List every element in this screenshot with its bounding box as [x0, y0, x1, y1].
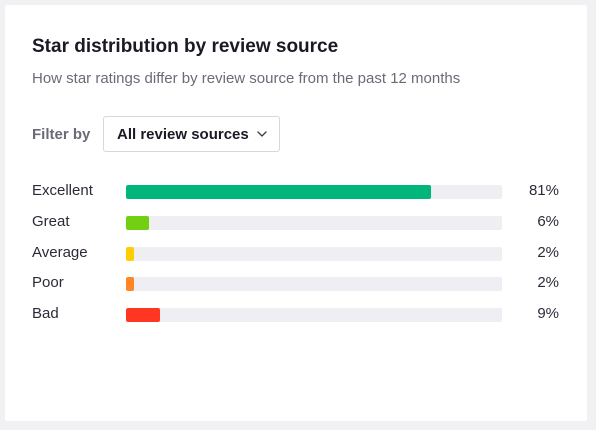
rating-bar-track — [126, 247, 502, 261]
card-title: Star distribution by review source — [32, 36, 339, 57]
rating-bar-fill — [126, 216, 149, 230]
filter-label: Filter by — [32, 126, 91, 143]
rating-row-bad: Bad 9% — [5, 304, 587, 324]
dropdown-selected-value: All review sources — [117, 126, 249, 143]
rating-label: Great — [32, 213, 70, 230]
rating-percent: 9% — [537, 305, 559, 322]
star-distribution-card: Star distribution by review source How s… — [5, 5, 587, 421]
rating-percent: 81% — [528, 182, 559, 199]
rating-label: Excellent — [32, 182, 93, 199]
chevron-down-icon — [257, 131, 267, 137]
rating-bar-track — [126, 308, 502, 322]
rating-label: Bad — [32, 305, 59, 322]
rating-row-excellent: Excellent 81% — [5, 181, 587, 201]
rating-rows: Excellent 81% Great 6% Average 2% Poor — [5, 5, 587, 421]
rating-bar-fill — [126, 185, 431, 199]
review-source-dropdown[interactable]: All review sources — [103, 116, 280, 152]
rating-bar-fill — [126, 247, 134, 261]
rating-label: Poor — [32, 274, 64, 291]
card-subtitle: How star ratings differ by review source… — [32, 70, 461, 87]
rating-percent: 6% — [537, 213, 559, 230]
rating-bar-track — [126, 185, 502, 199]
rating-row-average: Average 2% — [5, 243, 587, 263]
rating-bar-track — [126, 277, 502, 291]
rating-label: Average — [32, 244, 88, 261]
rating-row-great: Great 6% — [5, 212, 587, 232]
rating-row-poor: Poor 2% — [5, 273, 587, 293]
rating-percent: 2% — [537, 274, 559, 291]
rating-percent: 2% — [537, 244, 559, 261]
rating-bar-fill — [126, 277, 134, 291]
rating-bar-track — [126, 216, 502, 230]
rating-bar-fill — [126, 308, 160, 322]
